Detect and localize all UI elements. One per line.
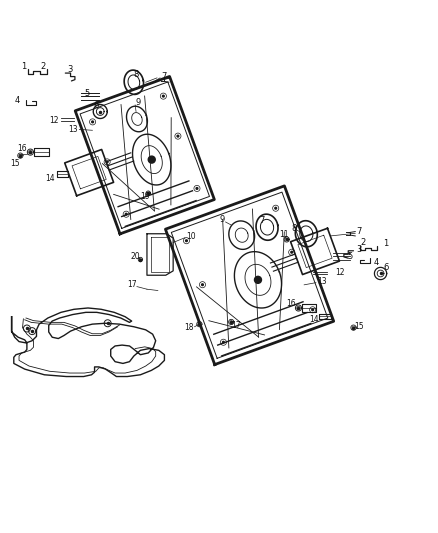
Text: 14: 14 bbox=[309, 315, 319, 324]
Text: 9: 9 bbox=[136, 98, 141, 107]
Text: 2: 2 bbox=[41, 62, 46, 71]
Text: 10: 10 bbox=[186, 232, 195, 241]
Circle shape bbox=[106, 161, 108, 163]
Text: 17: 17 bbox=[127, 280, 137, 289]
Circle shape bbox=[254, 276, 261, 284]
Text: 5: 5 bbox=[347, 253, 353, 261]
Text: 4: 4 bbox=[14, 96, 20, 105]
Circle shape bbox=[291, 252, 293, 253]
Text: 17: 17 bbox=[232, 320, 241, 329]
Text: 9: 9 bbox=[220, 215, 225, 224]
Text: 8: 8 bbox=[133, 70, 139, 79]
Circle shape bbox=[196, 188, 198, 189]
Text: 3: 3 bbox=[67, 64, 72, 74]
Text: 7: 7 bbox=[356, 227, 361, 236]
Text: 16: 16 bbox=[17, 144, 26, 153]
Circle shape bbox=[148, 156, 155, 163]
Text: 14: 14 bbox=[45, 174, 54, 183]
Text: 13: 13 bbox=[68, 125, 78, 134]
Text: 12: 12 bbox=[336, 268, 345, 277]
Text: 8: 8 bbox=[291, 223, 297, 232]
Text: 15: 15 bbox=[10, 159, 19, 168]
Text: 20: 20 bbox=[131, 252, 140, 261]
Circle shape bbox=[223, 341, 224, 343]
Circle shape bbox=[186, 240, 187, 241]
Text: 3: 3 bbox=[356, 245, 361, 254]
Text: 4: 4 bbox=[374, 257, 379, 266]
Text: 11: 11 bbox=[279, 230, 288, 239]
Text: 16: 16 bbox=[286, 299, 296, 308]
Text: 5: 5 bbox=[85, 89, 90, 98]
Text: 6: 6 bbox=[383, 263, 389, 272]
Circle shape bbox=[201, 284, 203, 286]
Text: 2: 2 bbox=[360, 238, 366, 247]
Text: 7: 7 bbox=[259, 216, 265, 225]
Circle shape bbox=[125, 213, 127, 215]
Circle shape bbox=[92, 121, 93, 123]
Text: 15: 15 bbox=[354, 322, 364, 331]
Text: 1: 1 bbox=[21, 62, 26, 71]
Text: 19: 19 bbox=[140, 192, 150, 201]
Circle shape bbox=[312, 309, 314, 311]
Text: 13: 13 bbox=[317, 277, 326, 286]
Circle shape bbox=[162, 95, 164, 97]
Text: 6: 6 bbox=[93, 101, 99, 110]
Text: 7: 7 bbox=[162, 71, 167, 80]
Circle shape bbox=[177, 135, 179, 137]
Text: 18: 18 bbox=[184, 323, 194, 332]
Text: 1: 1 bbox=[383, 239, 389, 248]
Circle shape bbox=[275, 207, 276, 209]
Text: 12: 12 bbox=[49, 116, 59, 125]
